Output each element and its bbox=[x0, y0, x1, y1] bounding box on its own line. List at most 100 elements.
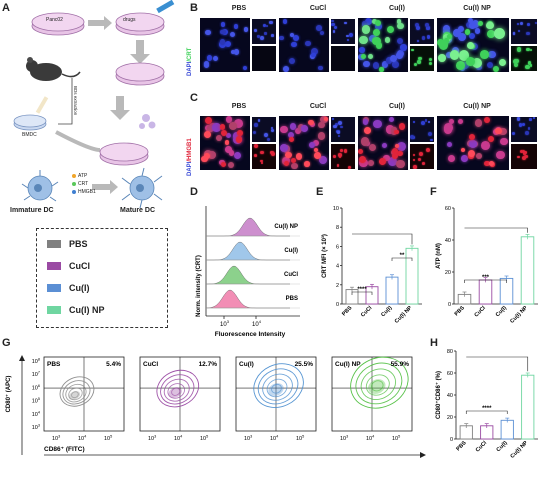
cell-nucleus bbox=[526, 31, 530, 36]
cell-nucleus bbox=[264, 132, 269, 137]
density-core bbox=[368, 379, 386, 394]
group-legend: PBS CuCl Cu(I) Cu(I) NP bbox=[36, 228, 168, 328]
cell-nucleus bbox=[417, 157, 421, 161]
d-xtick-1: 103 bbox=[220, 319, 230, 328]
b-inset-cucl-dapi bbox=[330, 18, 356, 45]
cell-nucleus bbox=[333, 26, 338, 30]
d-track-label: CuCl bbox=[284, 272, 298, 278]
cell-nucleus bbox=[516, 117, 521, 121]
cell-nucleus bbox=[525, 64, 530, 70]
cell-nucleus bbox=[365, 18, 373, 26]
cell-nucleus bbox=[387, 156, 397, 166]
g-ytick: 107 bbox=[32, 371, 40, 379]
cell-nucleus bbox=[282, 65, 289, 72]
cell-nucleus bbox=[361, 21, 367, 27]
cell-nucleus bbox=[488, 160, 495, 167]
cell-nucleus bbox=[438, 40, 449, 50]
cell-nucleus bbox=[363, 60, 370, 68]
cell-nucleus bbox=[290, 162, 298, 170]
cell-nucleus bbox=[459, 50, 470, 61]
panel-h-letter: H bbox=[430, 337, 438, 349]
panel-e-letter: E bbox=[316, 186, 324, 198]
bracket-line bbox=[352, 233, 413, 245]
cell-nucleus bbox=[271, 126, 274, 129]
bar-cu-i-np bbox=[520, 236, 535, 305]
g-group-label: Cu(I) NP bbox=[335, 361, 361, 368]
y-tick-label: 40 bbox=[445, 238, 451, 244]
cell-nucleus bbox=[392, 147, 398, 154]
cell-nucleus bbox=[447, 154, 455, 162]
cell-nucleus bbox=[472, 58, 483, 69]
density-contour bbox=[266, 378, 288, 398]
cell-nucleus bbox=[379, 67, 384, 72]
cell-nucleus bbox=[411, 48, 414, 52]
cell-nucleus bbox=[203, 63, 209, 69]
cell-nucleus bbox=[259, 159, 263, 163]
cell-nucleus bbox=[319, 156, 328, 165]
cell-nucleus bbox=[385, 57, 393, 64]
significance-bracket bbox=[465, 410, 508, 414]
cell-nucleus bbox=[235, 135, 243, 143]
g-ytick: 106 bbox=[32, 384, 40, 392]
c-col-title-cui: Cu(I) bbox=[389, 103, 405, 110]
x-tick-label: Cu(I) bbox=[380, 305, 393, 318]
legend-label: CuCl bbox=[69, 261, 90, 271]
g-group-label: CuCl bbox=[143, 361, 158, 368]
c-inset-cucl-dapi bbox=[330, 116, 356, 143]
x-tick-label: CuCl bbox=[474, 305, 488, 319]
cell-nucleus bbox=[234, 151, 242, 159]
cell-nucleus bbox=[358, 156, 366, 164]
cell-nucleus bbox=[522, 150, 526, 154]
density-contour bbox=[160, 374, 195, 405]
b-stain-label: DAPI/CRT bbox=[187, 47, 193, 76]
cell-nucleus bbox=[224, 139, 230, 145]
cell-nucleus bbox=[460, 155, 468, 162]
legend-item-cui-np: Cu(I) NP bbox=[47, 305, 105, 315]
cell-nucleus bbox=[358, 149, 364, 155]
cell-nucleus bbox=[512, 32, 516, 36]
cell-nucleus bbox=[205, 116, 213, 124]
cell-nucleus bbox=[347, 38, 350, 41]
cell-nucleus bbox=[220, 22, 225, 27]
y-axis-label: CD80⁺CD86⁺ (%) bbox=[435, 371, 442, 419]
cell-nucleus bbox=[257, 35, 260, 38]
c-inset-cui-hmgb1 bbox=[409, 143, 435, 170]
cell-nucleus bbox=[308, 142, 315, 149]
cell-nucleus bbox=[524, 154, 528, 159]
cell-nucleus bbox=[410, 134, 414, 139]
y-tick-label: 0 bbox=[448, 302, 451, 308]
cell-nucleus bbox=[530, 64, 533, 67]
cell-nucleus bbox=[253, 144, 258, 149]
cell-nucleus bbox=[480, 50, 489, 59]
g-xtick: 105 bbox=[200, 435, 208, 443]
y-tick-label: 20 bbox=[447, 415, 453, 421]
cell-nucleus bbox=[207, 124, 214, 132]
significance-stars: ** bbox=[400, 253, 405, 259]
x-tick-label: Cu(I) NP bbox=[509, 305, 529, 325]
cell-nucleus bbox=[316, 25, 323, 31]
cell-nucleus bbox=[218, 41, 226, 49]
cell-nucleus bbox=[254, 123, 258, 127]
bar-cu-i-np bbox=[405, 247, 419, 305]
c-inset-pbs-dapi bbox=[251, 116, 277, 143]
cell-nucleus bbox=[519, 22, 523, 26]
cell-nucleus bbox=[219, 124, 226, 131]
significance-bracket bbox=[351, 291, 373, 295]
b-inset-cui-np-crt bbox=[510, 45, 538, 72]
cell-nucleus bbox=[486, 62, 493, 69]
cell-nucleus bbox=[443, 125, 453, 134]
cell-nucleus bbox=[412, 153, 415, 156]
cell-nucleus bbox=[318, 121, 326, 129]
cell-nucleus bbox=[416, 39, 420, 43]
cell-nucleus bbox=[385, 125, 395, 134]
cell-nucleus bbox=[336, 164, 340, 167]
cell-nucleus bbox=[337, 131, 340, 134]
cell-nucleus bbox=[493, 27, 505, 39]
d-track-label: PBS bbox=[286, 296, 298, 302]
c-image-cui-np bbox=[437, 116, 509, 170]
cell-nucleus bbox=[237, 130, 243, 136]
cell-nucleus bbox=[375, 42, 382, 49]
cell-nucleus bbox=[460, 147, 466, 152]
cell-nucleus bbox=[289, 123, 297, 130]
cell-nucleus bbox=[364, 127, 371, 135]
